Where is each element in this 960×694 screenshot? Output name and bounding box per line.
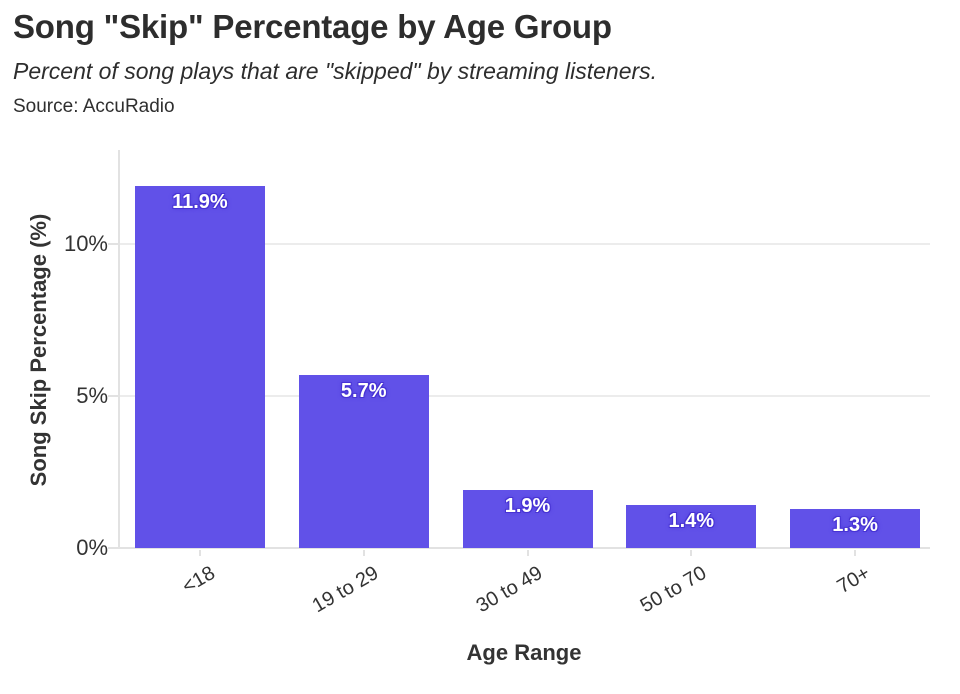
x-tick-label: 50 to 70	[636, 562, 711, 618]
gridline	[118, 243, 930, 246]
bar-value-label: 1.9%	[504, 495, 551, 518]
x-tick-label: <18	[178, 562, 219, 599]
y-axis-line	[118, 150, 120, 548]
x-tick-mark	[854, 550, 857, 556]
x-tick-mark	[198, 550, 201, 556]
chart-source: Source: AccuRadio	[13, 96, 175, 117]
bar-value-label: 11.9%	[172, 191, 228, 214]
y-tick-mark	[108, 547, 118, 549]
y-tick-label: 10%	[63, 231, 108, 257]
y-tick-label: 5%	[76, 383, 108, 409]
bar	[626, 505, 757, 548]
bar-value-label: 5.7%	[340, 379, 387, 402]
x-tick-label: 30 to 49	[472, 562, 547, 618]
chart-title: Song "Skip" Percentage by Age Group	[13, 8, 612, 45]
y-tick-mark	[108, 243, 118, 246]
x-tick-mark	[362, 550, 365, 556]
bar	[134, 186, 265, 548]
y-tick-mark	[108, 395, 118, 398]
y-tick-label: 0%	[76, 535, 108, 560]
x-axis-baseline	[118, 547, 930, 549]
bar-value-label: 1.3%	[832, 513, 878, 536]
x-tick-label: 19 to 29	[309, 562, 383, 618]
bar	[790, 508, 921, 548]
bar-value-label: 1.4%	[668, 510, 715, 533]
bar	[298, 374, 429, 548]
x-tick-mark	[526, 550, 529, 556]
x-tick-label: 70+	[833, 562, 875, 599]
y-axis-title: Song Skip Percentage (%)	[26, 213, 51, 487]
x-axis-title: Age Range	[466, 640, 582, 665]
bar	[462, 490, 593, 548]
chart-subtitle: Percent of song plays that are "skipped"…	[13, 58, 658, 84]
x-tick-mark	[690, 550, 693, 556]
gridline	[118, 395, 930, 398]
